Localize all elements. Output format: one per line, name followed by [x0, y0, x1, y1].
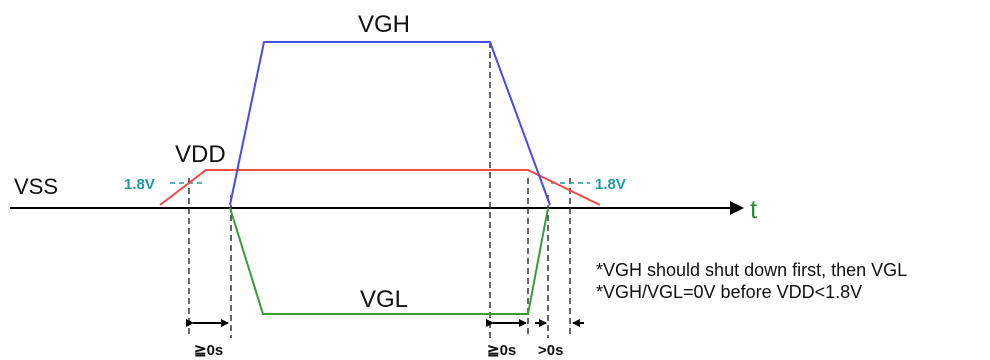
timing-label-3: >0s: [538, 342, 563, 359]
vss-label: VSS: [14, 174, 58, 199]
vgh-waveform: [229, 41, 551, 206]
vdd-label: VDD: [175, 141, 226, 168]
vgh-label: VGH: [358, 11, 410, 38]
timing-label-1: ≧0s: [194, 342, 223, 359]
time-axis-label: t: [750, 194, 758, 224]
note-line-1: *VGH should shut down first, then VGL: [596, 260, 907, 280]
vgl-waveform: [229, 207, 549, 315]
timing-guides: [188, 42, 571, 338]
vdd-waveform: [159, 169, 601, 206]
threshold-label-left: 1.8V: [124, 176, 155, 193]
vgl-label: VGL: [360, 286, 408, 313]
note-line-2: *VGH/VGL=0V before VDD<1.8V: [596, 282, 862, 302]
timing-label-2: ≧0s: [487, 342, 516, 359]
threshold-label-right: 1.8V: [595, 176, 626, 193]
